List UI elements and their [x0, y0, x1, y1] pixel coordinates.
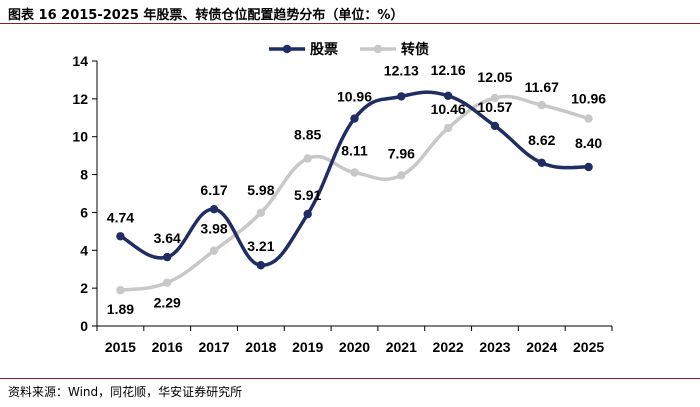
data-label-bond: 11.67: [525, 79, 559, 95]
y-tick-label: 0: [80, 318, 88, 334]
data-point-bond: [116, 286, 125, 295]
legend-label-bond: 转债: [401, 41, 429, 58]
data-label-stock: 3.64: [154, 230, 181, 246]
series-line-bond: [118, 94, 591, 292]
x-tick-label: 2024: [526, 339, 557, 355]
x-tick-label: 2021: [386, 339, 417, 355]
data-point-stock: [537, 158, 546, 168]
data-point-bond: [584, 114, 593, 123]
data-label-stock: 8.40: [575, 135, 602, 151]
x-tick-label: 2025: [573, 339, 604, 355]
chart-data-labels: 4.74 3.64 6.17 3.21 5.91 10.96 12.13 12.16 10.57…: [107, 62, 607, 317]
data-label-bond: 5.98: [247, 182, 274, 198]
data-point-bond: [443, 123, 453, 133]
figure-title: 图表 16 2015-2025 年股票、转债仓位配置趋势分布（单位：%）: [8, 8, 404, 23]
y-tick-label: 12: [72, 91, 88, 107]
y-tick-label: 10: [72, 129, 88, 145]
data-point-bond: [490, 93, 500, 103]
series-line-stock: [118, 90, 591, 267]
line-chart: 0 2 4 6 8 10 12 14 2015 2016 2017 2018 2019 2020 2021 2…: [72, 41, 613, 355]
data-point-stock: [303, 209, 312, 219]
x-tick-label: 2016: [152, 339, 183, 355]
y-tick-label: 6: [80, 204, 88, 220]
data-point-bond: [303, 154, 312, 163]
data-label-bond: 2.29: [154, 295, 181, 311]
data-label-stock: 6.17: [200, 182, 227, 198]
data-point-stock: [209, 205, 219, 214]
data-label-stock: 8.62: [528, 132, 555, 148]
x-tick-label: 2020: [339, 339, 370, 355]
data-point-bond: [397, 171, 406, 180]
y-tick-label: 4: [80, 242, 88, 258]
data-label-stock: 10.57: [477, 99, 512, 115]
data-label-stock: 5.91: [294, 187, 321, 203]
x-tick-label: 2015: [105, 339, 136, 355]
source-note: 资料来源：Wind，同花顺，华安证券研究所: [8, 385, 243, 399]
legend-label-stock: 股票: [310, 42, 338, 58]
x-tick-label: 2019: [292, 339, 323, 355]
legend-marker-bond: [373, 44, 383, 54]
y-tick-label: 14: [72, 53, 88, 69]
x-tick-label: 2022: [433, 339, 464, 355]
x-tick-label: 2017: [198, 339, 229, 355]
data-point-bond: [209, 246, 219, 255]
data-label-bond: 8.11: [341, 142, 368, 158]
x-tick-label: 2018: [245, 339, 276, 355]
data-label-bond: 8.85: [294, 126, 321, 142]
x-tick-label: 2023: [479, 339, 510, 355]
data-label-bond: 7.96: [388, 145, 415, 161]
data-point-stock: [397, 92, 406, 101]
data-label-stock: 12.13: [384, 62, 419, 78]
data-label-bond: 10.96: [571, 91, 606, 107]
data-point-stock: [116, 232, 125, 241]
data-point-stock: [584, 162, 593, 172]
y-tick-label: 8: [80, 167, 88, 183]
data-label-bond: 12.05: [477, 69, 512, 85]
data-label-stock: 4.74: [107, 209, 134, 225]
data-point-stock: [443, 91, 453, 101]
data-point-stock: [163, 252, 172, 262]
data-label-bond: 1.89: [107, 301, 134, 317]
data-label-stock: 12.16: [431, 62, 466, 78]
chart-lines: [116, 90, 593, 295]
legend-marker-stock: [282, 44, 292, 54]
data-label-stock: 10.96: [337, 89, 372, 105]
data-point-stock: [256, 261, 266, 270]
title-rule: [0, 23, 700, 24]
data-label-stock: 3.21: [247, 238, 274, 254]
data-point-bond: [350, 168, 359, 177]
data-point-stock: [350, 114, 359, 123]
data-point-bond: [537, 100, 546, 110]
data-point-bond: [163, 278, 172, 287]
y-tick-label: 2: [80, 280, 88, 296]
data-label-bond: 3.98: [200, 221, 227, 237]
source-rule: [0, 378, 700, 379]
data-point-bond: [256, 208, 266, 218]
chart-axes: 0 2 4 6 8 10 12 14 2015 2016 2017 2018 2019 2020 2021 2…: [72, 53, 613, 355]
data-point-stock: [490, 121, 500, 131]
data-label-bond: 10.46: [431, 101, 466, 117]
chart-legend: 股票 转债: [269, 41, 429, 58]
